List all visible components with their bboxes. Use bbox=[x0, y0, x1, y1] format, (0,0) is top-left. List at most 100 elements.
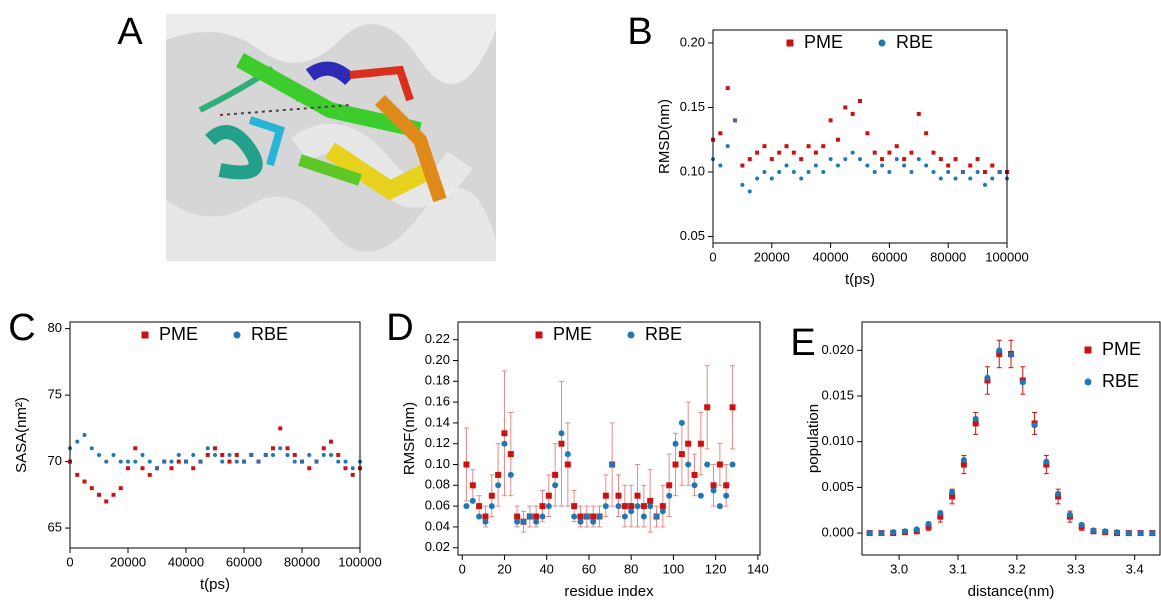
point bbox=[843, 105, 848, 110]
point bbox=[558, 440, 565, 447]
point bbox=[975, 157, 980, 162]
point bbox=[336, 452, 341, 457]
y-tick-label: 80 bbox=[48, 320, 62, 335]
point bbox=[659, 503, 666, 510]
point bbox=[343, 466, 348, 471]
point bbox=[968, 163, 973, 168]
legend-marker bbox=[141, 331, 149, 339]
panel-label: A bbox=[117, 11, 143, 53]
point bbox=[813, 150, 818, 155]
point bbox=[97, 452, 101, 457]
point bbox=[602, 492, 609, 499]
point bbox=[169, 459, 174, 464]
point bbox=[718, 131, 723, 136]
point bbox=[902, 163, 907, 168]
x-tick-label: 100 bbox=[663, 561, 685, 576]
y-tick-label: 0.04 bbox=[425, 518, 450, 533]
point bbox=[828, 157, 833, 162]
y-tick-label: 0.18 bbox=[425, 373, 450, 388]
point bbox=[913, 526, 920, 533]
x-tick-label: 60000 bbox=[871, 249, 907, 264]
point bbox=[133, 446, 138, 451]
y-tick-label: 0.06 bbox=[425, 498, 450, 513]
point bbox=[495, 482, 502, 489]
point bbox=[118, 459, 123, 464]
point bbox=[704, 404, 711, 411]
point bbox=[909, 150, 914, 155]
point bbox=[1114, 529, 1121, 536]
point bbox=[234, 452, 239, 457]
point bbox=[263, 452, 268, 457]
point bbox=[1066, 511, 1073, 518]
y-tick-label: 0.20 bbox=[425, 352, 450, 367]
point bbox=[894, 144, 899, 149]
point bbox=[507, 471, 514, 478]
point bbox=[1078, 521, 1085, 528]
point bbox=[975, 170, 980, 174]
point bbox=[725, 144, 730, 149]
point bbox=[890, 529, 897, 536]
point bbox=[678, 419, 685, 426]
point bbox=[590, 518, 597, 525]
point bbox=[545, 492, 552, 499]
point bbox=[463, 461, 470, 468]
point bbox=[647, 497, 654, 504]
point bbox=[1102, 528, 1109, 535]
point bbox=[685, 440, 692, 447]
y-tick-label: 0.12 bbox=[425, 435, 450, 450]
point bbox=[307, 452, 312, 457]
point bbox=[514, 513, 521, 520]
point bbox=[640, 513, 647, 520]
point bbox=[495, 471, 502, 478]
point bbox=[821, 144, 826, 149]
point bbox=[552, 482, 559, 489]
point bbox=[887, 170, 892, 174]
point bbox=[147, 472, 152, 477]
point bbox=[482, 513, 489, 520]
point bbox=[880, 163, 885, 168]
point bbox=[953, 176, 958, 181]
point bbox=[476, 503, 483, 510]
point bbox=[843, 157, 848, 162]
y-axis-label: RMSF(nm) bbox=[401, 402, 418, 475]
point bbox=[865, 163, 870, 168]
x-tick-label: 140 bbox=[747, 561, 769, 576]
point bbox=[799, 157, 804, 162]
point bbox=[949, 488, 956, 495]
y-axis-label: population bbox=[805, 404, 822, 473]
point bbox=[256, 459, 261, 464]
point bbox=[476, 513, 483, 520]
legend-marker bbox=[878, 39, 886, 47]
point bbox=[972, 420, 979, 427]
point bbox=[924, 163, 929, 168]
point bbox=[564, 451, 571, 458]
point bbox=[89, 486, 94, 491]
x-tick-label: 40 bbox=[539, 561, 553, 576]
point bbox=[1090, 527, 1097, 534]
point bbox=[545, 503, 552, 510]
point bbox=[938, 157, 943, 162]
point bbox=[872, 170, 877, 174]
point bbox=[996, 347, 1003, 354]
point bbox=[691, 471, 698, 478]
point bbox=[996, 350, 1003, 357]
point bbox=[104, 459, 109, 464]
point bbox=[176, 452, 181, 457]
point bbox=[982, 170, 987, 174]
y-tick-label: 0.22 bbox=[425, 331, 450, 346]
point bbox=[583, 513, 590, 520]
point bbox=[82, 479, 87, 484]
x-tick-label: 120 bbox=[705, 561, 727, 576]
point bbox=[880, 157, 885, 162]
point bbox=[634, 492, 641, 499]
y-tick-label: 65 bbox=[48, 519, 62, 534]
point bbox=[1125, 530, 1132, 537]
point bbox=[685, 461, 692, 468]
point bbox=[278, 446, 283, 451]
point bbox=[806, 170, 811, 174]
point bbox=[740, 182, 745, 187]
point bbox=[1043, 458, 1050, 465]
point bbox=[835, 163, 840, 168]
point bbox=[469, 482, 476, 489]
point bbox=[678, 451, 685, 458]
